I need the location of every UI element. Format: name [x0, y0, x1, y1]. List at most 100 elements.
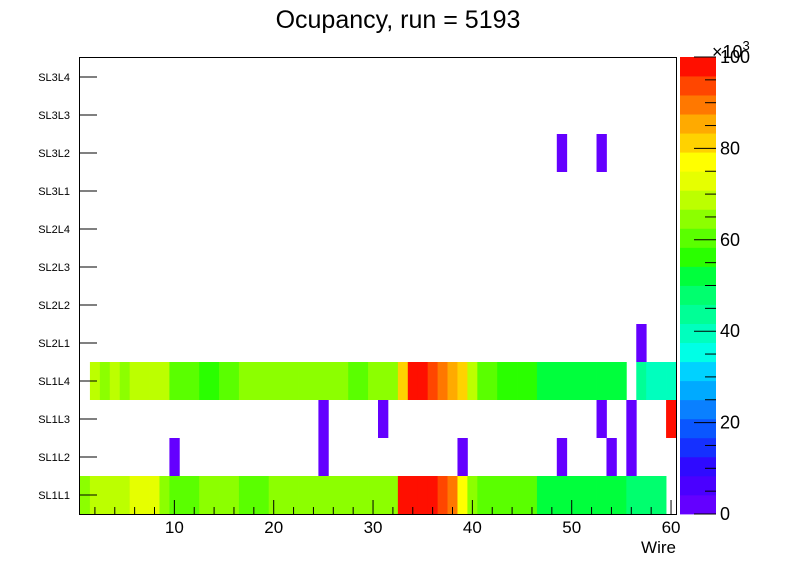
heatmap-cell-SL1L1-24 — [308, 476, 319, 514]
heatmap-cell-SL1L3-25 — [318, 400, 329, 438]
y-tick-label-SL1L4: SL1L4 — [38, 376, 70, 388]
y-tick-label-SL3L4: SL3L4 — [38, 72, 70, 84]
z-tick-label-60: 60 — [720, 230, 740, 250]
color-bar-segment-8 — [680, 342, 716, 363]
color-bar-axis: 0 20 40 60 80 100 — [694, 47, 750, 524]
heatmap-cell-SL1L4-13 — [199, 362, 210, 400]
heatmap-cell-SL1L1-38 — [447, 476, 458, 514]
heatmap-cell-SL1L4-9 — [159, 362, 170, 400]
heatmap-cell-SL1L1-6 — [129, 476, 140, 514]
heatmap-cell-SL1L1-12 — [189, 476, 200, 514]
heatmap-cell-SL1L2-10 — [169, 438, 180, 476]
heatmap-cell-SL1L4-54 — [606, 362, 617, 400]
heatmap-cell-SL1L4-17 — [238, 362, 250, 400]
heatmap-cell-SL1L3-53 — [596, 400, 607, 438]
color-bar-segment-0 — [680, 494, 716, 515]
heatmap-cell-SL1L4-44 — [507, 362, 518, 400]
y-tick-label-SL1L1: SL1L1 — [38, 490, 70, 502]
heatmap-cell-SL1L1-25 — [318, 476, 329, 514]
color-bar-segment-15 — [680, 209, 716, 229]
heatmap-cell-SL1L1-57 — [636, 476, 647, 514]
color-bar-segment-22 — [680, 76, 716, 96]
heatmap-cell-SL1L4-20 — [268, 362, 280, 400]
heatmap-cell-SL1L1-28 — [348, 476, 359, 514]
heatmap-cell-SL1L1-54 — [606, 476, 617, 514]
heatmap-cell-SL1L2-56 — [626, 438, 637, 476]
x-tick-label-10: 10 — [165, 518, 184, 537]
heatmap-cell-SL1L1-35 — [417, 476, 429, 514]
heatmap-cell-SL1L1-32 — [387, 476, 399, 514]
heatmap-cell-SL1L1-55 — [616, 476, 627, 514]
y-tick-label-SL1L3: SL1L3 — [38, 414, 70, 426]
color-bar-segment-17 — [680, 171, 716, 191]
heatmap-cell-SL1L1-50 — [566, 476, 578, 514]
heatmap-cell-SL1L4-10 — [169, 362, 180, 400]
y-tick-label-SL3L2: SL3L2 — [38, 148, 70, 160]
heatmap-cell-SL1L1-31 — [378, 476, 389, 514]
heatmap-cell-SL1L4-29 — [358, 362, 369, 400]
heatmap-cell-SL1L1-33 — [397, 476, 409, 514]
color-bar-segment-21 — [680, 95, 716, 115]
color-bar-segment-4 — [680, 418, 716, 439]
heatmap-cell-SL1L4-36 — [427, 362, 438, 400]
heatmap-cell-SL1L3-56 — [626, 400, 637, 438]
color-bar-segment-13 — [680, 247, 716, 267]
heatmap-cell-SL1L4-24 — [308, 362, 319, 400]
color-bar-segment-10 — [680, 304, 716, 324]
heatmap-cell-SL1L4-21 — [278, 362, 289, 400]
heatmap-cell-SL1L1-29 — [358, 476, 369, 514]
heatmap-cell-SL1L4-25 — [318, 362, 329, 400]
heatmap-cell-SL1L4-57 — [636, 362, 647, 400]
heatmap-cell-SL1L1-14 — [209, 476, 220, 514]
color-bar-segment-5 — [680, 399, 716, 420]
color-bar-segment-20 — [680, 114, 716, 134]
z-tick-label-20: 20 — [720, 413, 740, 433]
heatmap-cell-SL1L1-56 — [626, 476, 637, 514]
x-tick-label-20: 20 — [264, 518, 283, 537]
heatmap-cell-SL1L4-23 — [298, 362, 309, 400]
heatmap-cell-SL1L1-27 — [338, 476, 349, 514]
heatmap-cell-SL1L4-52 — [586, 362, 597, 400]
color-bar-segment-16 — [680, 190, 716, 210]
x-tick-label-60: 60 — [662, 518, 681, 537]
chart-title: Ocupancy, run = 5193 — [276, 6, 521, 34]
heatmap-cell-SL1L4-42 — [487, 362, 498, 400]
x-axis-title: Wire — [641, 538, 676, 557]
heatmap-cell-SL1L1-22 — [288, 476, 299, 514]
heatmap-cell-SL1L1-49 — [556, 476, 568, 514]
z-tick-label-100: 100 — [720, 47, 750, 67]
heatmap-cell-SL1L1-23 — [298, 476, 309, 514]
y-tick-label-SL2L3: SL2L3 — [38, 262, 70, 274]
heatmap-cell-SL1L1-3 — [99, 476, 111, 514]
heatmap-cell-SL1L4-27 — [338, 362, 349, 400]
heatmap-cell-SL1L4-31 — [378, 362, 389, 400]
heatmap-cell-SL1L4-40 — [467, 362, 478, 400]
heatmap-cell-SL1L1-26 — [328, 476, 339, 514]
heatmap-cell-SL1L4-51 — [576, 362, 587, 400]
heatmap-cell-SL1L2-39 — [457, 438, 468, 476]
z-tick-label-40: 40 — [720, 321, 740, 341]
heatmap-cell-SL1L4-38 — [447, 362, 458, 400]
heatmap-cell-SL1L4-53 — [596, 362, 607, 400]
heatmap-cell-SL1L4-16 — [229, 362, 240, 400]
heatmap-cell-SL1L1-39 — [457, 476, 468, 514]
heatmap-cell-SL1L4-49 — [556, 362, 568, 400]
heatmap-cell-SL1L4-60 — [666, 362, 677, 400]
y-tick-label-SL1L2: SL1L2 — [38, 452, 70, 464]
y-tick-label-SL3L3: SL3L3 — [38, 110, 70, 122]
heatmap-cell-SL1L1-9 — [159, 476, 170, 514]
heatmap-cell-SL1L4-30 — [368, 362, 379, 400]
heatmap-cell-SL1L4-5 — [119, 362, 131, 400]
z-tick-label-80: 80 — [720, 138, 740, 158]
heatmap-cell-SL1L3-60 — [666, 400, 677, 438]
color-bar-segment-19 — [680, 133, 716, 153]
x-tick-label-40: 40 — [463, 518, 482, 537]
heatmap-cell-SL1L4-15 — [219, 362, 230, 400]
heatmap-cell-SL1L2-49 — [556, 438, 568, 476]
heatmap-cell-SL1L4-43 — [497, 362, 508, 400]
heatmap-cell-SL1L4-11 — [179, 362, 190, 400]
heatmap-cell-SL1L4-47 — [536, 362, 548, 400]
heatmap-cell-SL1L4-59 — [656, 362, 667, 400]
color-bar-segment-23 — [680, 57, 716, 77]
heatmap-cell-SL1L4-46 — [527, 362, 538, 400]
